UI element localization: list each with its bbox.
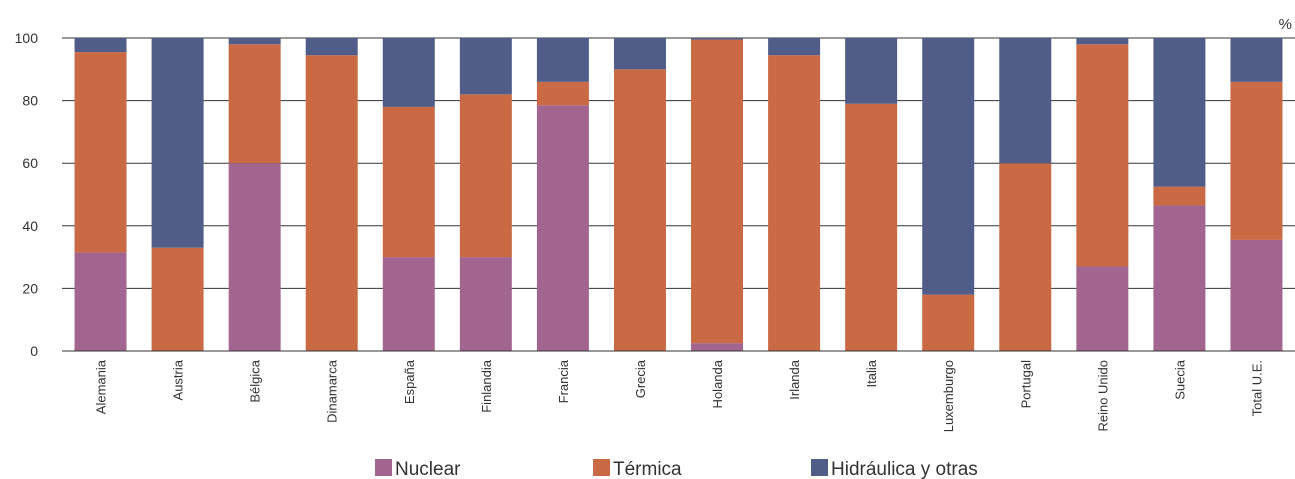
bar-segment <box>74 252 127 351</box>
bar-segment <box>459 94 512 258</box>
bar-segment <box>845 103 898 351</box>
y-tick-label: 80 <box>22 93 38 109</box>
legend-swatch <box>375 459 392 476</box>
x-category-label: Dinamarca <box>325 359 340 423</box>
x-category-label: Reino Unido <box>1095 360 1110 432</box>
bar-segment <box>228 38 281 45</box>
bar-segment <box>1230 81 1283 240</box>
bar-segment <box>1076 266 1129 351</box>
bar-segment <box>1230 38 1283 82</box>
legend: Nuclear Térmica Hidráulica y otras <box>375 459 978 479</box>
legend-item: Térmica <box>593 459 682 479</box>
x-category-label: España <box>402 359 417 404</box>
bar-segment <box>1230 239 1283 351</box>
bar-segment <box>536 38 589 82</box>
bar-segment <box>922 38 975 295</box>
bar-segment <box>151 38 204 248</box>
x-category-label: Italia <box>864 359 879 387</box>
bar-segment <box>151 247 204 351</box>
bar-segment <box>382 106 435 258</box>
bar-segment <box>999 163 1052 351</box>
y-tick-label: 40 <box>22 218 38 234</box>
bar-segment <box>1153 186 1206 206</box>
x-category-label: Austria <box>171 359 186 400</box>
x-category-label: Suecia <box>1172 359 1187 400</box>
legend-item: Hidráulica y otras <box>811 459 978 479</box>
y-tick-label: 20 <box>22 280 38 296</box>
bar-segment <box>1076 44 1129 267</box>
legend-label: Térmica <box>613 459 682 479</box>
x-category-label: Irlanda <box>787 359 802 400</box>
bar-segment <box>1076 38 1129 45</box>
x-category-label: Total U.E. <box>1249 360 1264 416</box>
y-axis-ticks: 0 20 40 60 80 100 <box>15 30 39 359</box>
bar-segment <box>459 38 512 95</box>
bar-segment <box>305 55 358 352</box>
bar-segment <box>228 44 281 164</box>
x-category-label: Holanda <box>710 359 725 408</box>
x-category-label: Portugal <box>1018 360 1033 409</box>
x-category-label: Francia <box>556 359 571 403</box>
x-category-label: Luxemburgo <box>941 360 956 432</box>
bar-segment <box>1153 38 1206 187</box>
y-tick-label: 100 <box>15 30 39 46</box>
bar-segment <box>74 52 127 253</box>
bar-segment <box>228 163 281 351</box>
y-unit-label: % <box>1279 16 1292 33</box>
legend-label: Hidráulica y otras <box>831 459 978 479</box>
y-tick-label: 60 <box>22 155 38 171</box>
legend-item: Nuclear <box>375 459 461 479</box>
bar-segment <box>536 105 589 351</box>
bar-segment <box>382 38 435 107</box>
x-category-label: Finlandia <box>479 359 494 413</box>
bar-segment <box>613 38 666 70</box>
bar-segment <box>459 257 512 351</box>
bar-segment <box>999 38 1052 164</box>
bar-segment <box>613 69 666 352</box>
bar-segment <box>691 38 744 40</box>
bar-segment <box>691 39 744 344</box>
bar-segment <box>691 343 744 351</box>
legend-swatch <box>593 459 610 476</box>
bar-stacks <box>74 38 1283 352</box>
x-category-label: Alemania <box>94 359 109 414</box>
x-category-label: Grecia <box>633 359 648 398</box>
bar-segment <box>768 55 821 352</box>
x-axis-categories: Alemania Austria Bélgica Dinamarca España Fin… <box>94 359 1265 432</box>
bar-segment <box>305 38 358 56</box>
bar-segment <box>845 38 898 104</box>
x-category-label: Bélgica <box>248 359 263 402</box>
bar-segment <box>74 38 127 53</box>
legend-label: Nuclear <box>395 459 461 479</box>
bar-segment <box>1153 205 1206 351</box>
legend-swatch <box>811 459 828 476</box>
bar-segment <box>382 257 435 351</box>
bar-segment <box>922 294 975 351</box>
bar-segment <box>768 38 821 56</box>
y-tick-label: 0 <box>30 343 38 359</box>
bar-segment <box>536 81 589 106</box>
